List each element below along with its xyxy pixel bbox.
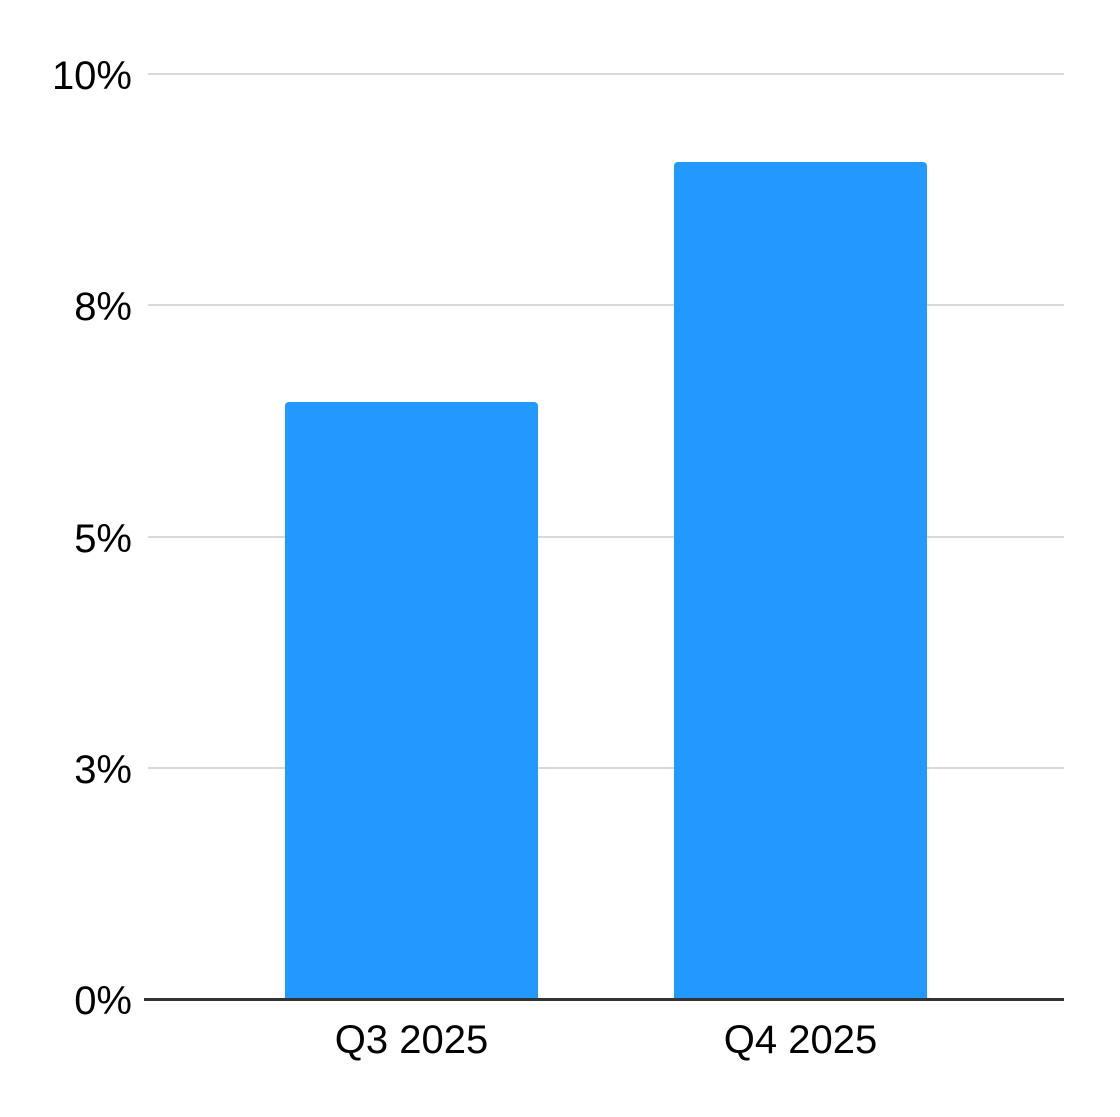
x-axis-category-label: Q4 2025 xyxy=(723,1018,878,1062)
gridline xyxy=(148,535,1064,538)
x-axis-line xyxy=(144,998,1064,1001)
bar-q3-2025[interactable] xyxy=(285,402,538,999)
y-axis-tick-label: 5% xyxy=(74,516,132,561)
bar-q4-2025[interactable] xyxy=(674,162,927,999)
y-axis-tick-label: 3% xyxy=(74,747,132,792)
gridline xyxy=(148,73,1064,75)
gridline xyxy=(148,304,1064,307)
y-axis-tick-label: 10% xyxy=(51,54,132,98)
x-axis-category-label: Q3 2025 xyxy=(334,1018,489,1062)
y-axis-tick-label: 8% xyxy=(74,285,132,330)
gridline xyxy=(148,766,1064,769)
y-axis-tick-label: 0% xyxy=(74,979,132,1023)
